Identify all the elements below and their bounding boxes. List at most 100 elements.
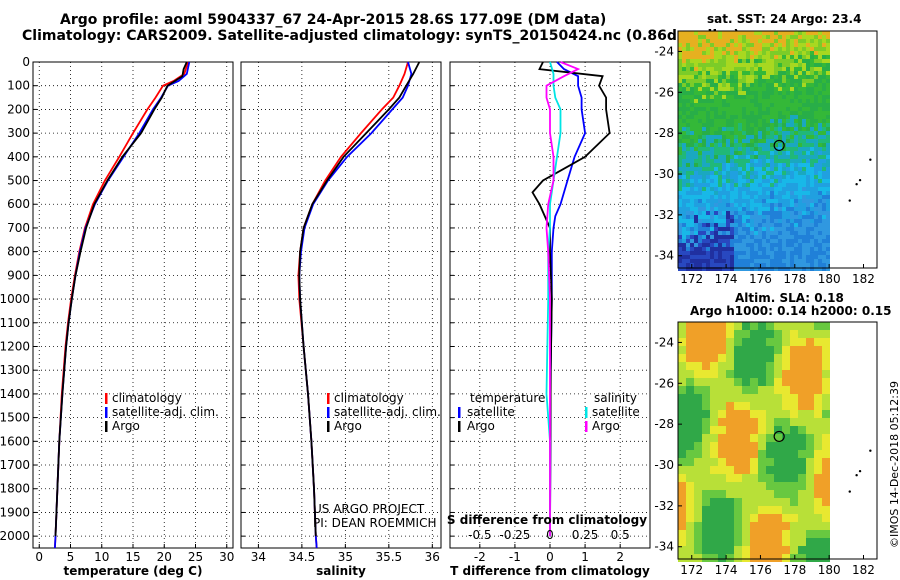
sst-map-cell [758, 39, 762, 43]
sst-map-cell [710, 155, 714, 159]
sla-map-cell [742, 338, 750, 346]
sla-map-cell [742, 450, 750, 458]
sst-map-cell [710, 255, 714, 259]
sla-map-cell [806, 554, 814, 562]
sla-map-cell [734, 322, 742, 330]
sst-map-cell [682, 179, 686, 183]
sst-map-cell [778, 215, 782, 219]
sla-map-cell [678, 410, 686, 418]
sst-map-cell [758, 235, 762, 239]
sst-map-cell [754, 259, 758, 263]
sla-map-cell [742, 522, 750, 530]
sst-map-cell [826, 251, 830, 255]
sst-map-cell [754, 139, 758, 143]
sst-map-cell [758, 63, 762, 67]
sla-map-cell [726, 522, 734, 530]
sst-map-cell [682, 63, 686, 67]
sst-map-cell [766, 35, 770, 39]
sst-map-cell [722, 231, 726, 235]
sst-map-cell [806, 75, 810, 79]
sst-map-cell [802, 123, 806, 127]
sst-map-cell [694, 35, 698, 39]
sla-map-cell [822, 370, 830, 378]
sst-map-cell [826, 107, 830, 111]
sst-map-cell [822, 119, 826, 123]
sst-map-cell [798, 103, 802, 107]
sla-map-cell [734, 330, 742, 338]
sst-map-cell [746, 215, 750, 219]
sst-map-cell [754, 227, 758, 231]
sst-map-cell [702, 95, 706, 99]
sla-map-cell [686, 458, 694, 466]
sst-map-cell [794, 167, 798, 171]
sla-map-cell [790, 450, 798, 458]
sst-map-cell [790, 51, 794, 55]
sla-map-cell [774, 394, 782, 402]
sla-map-cell [702, 442, 710, 450]
sst-map-cell [686, 231, 690, 235]
sst-map-cell [782, 191, 786, 195]
sst-map-cell [686, 183, 690, 187]
sst-map-cell [778, 231, 782, 235]
sst-map-cell [766, 83, 770, 87]
sst-map-cell [798, 95, 802, 99]
sst-map-cell [754, 63, 758, 67]
sst-map-cell [678, 215, 682, 219]
sst-island-icon [848, 199, 851, 202]
sla-map-cell [694, 434, 702, 442]
sst-map-cell [786, 119, 790, 123]
sst-map-cell [698, 151, 702, 155]
sst-map-cell [686, 179, 690, 183]
sst-map-cell [794, 231, 798, 235]
sst-map-cell [818, 235, 822, 239]
sla-map-cell [702, 330, 710, 338]
sst-map-cell [698, 79, 702, 83]
sst-map-cell [758, 267, 762, 271]
sst-map-cell [810, 179, 814, 183]
sst-map-cell [714, 83, 718, 87]
sla-map-cell [742, 554, 750, 562]
sst-map-cell [778, 115, 782, 119]
sst-map-cell [698, 87, 702, 91]
sst-map-cell [742, 99, 746, 103]
sst-map-cell [814, 159, 818, 163]
sla-map-cell [798, 554, 806, 562]
sla-map-cell [766, 426, 774, 434]
sla-map-cell [686, 530, 694, 538]
sst-map-cell [714, 147, 718, 151]
sst-map-cell [678, 207, 682, 211]
sst-map-cell [746, 207, 750, 211]
sst-map-cell [718, 107, 722, 111]
sst-map-cell [694, 119, 698, 123]
sla-map-cell [734, 530, 742, 538]
sst-map-cell [766, 55, 770, 59]
sst-map-cell [730, 31, 734, 35]
sst-map-cell [810, 163, 814, 167]
sst-map-cell [794, 43, 798, 47]
sst-map-cell [798, 167, 802, 171]
sst-map-cell [706, 267, 710, 271]
sla-map-cell [798, 394, 806, 402]
sst-map-cell [794, 163, 798, 167]
sla-map-cell [766, 418, 774, 426]
sst-map-cell [818, 195, 822, 199]
differences-xtick-label: -1 [509, 550, 521, 564]
sst-map-cell [806, 67, 810, 71]
sst-map-cell [734, 159, 738, 163]
sst-map-cell [702, 119, 706, 123]
sst-map-cell [806, 163, 810, 167]
sla-map-cell [782, 370, 790, 378]
sla-map-cell [790, 458, 798, 466]
sla-map-cell [798, 466, 806, 474]
sla-map-cell [814, 498, 822, 506]
sst-map-cell [818, 207, 822, 211]
sst-map-cell [722, 211, 726, 215]
sst-map-cell [822, 155, 826, 159]
sst-map-cell [714, 139, 718, 143]
sst-map-cell [770, 171, 774, 175]
sst-map-cell [742, 31, 746, 35]
sst-map-cell [806, 171, 810, 175]
sst-map-cell [718, 71, 722, 75]
sst-map-cell [754, 263, 758, 267]
sst-map-cell [718, 63, 722, 67]
